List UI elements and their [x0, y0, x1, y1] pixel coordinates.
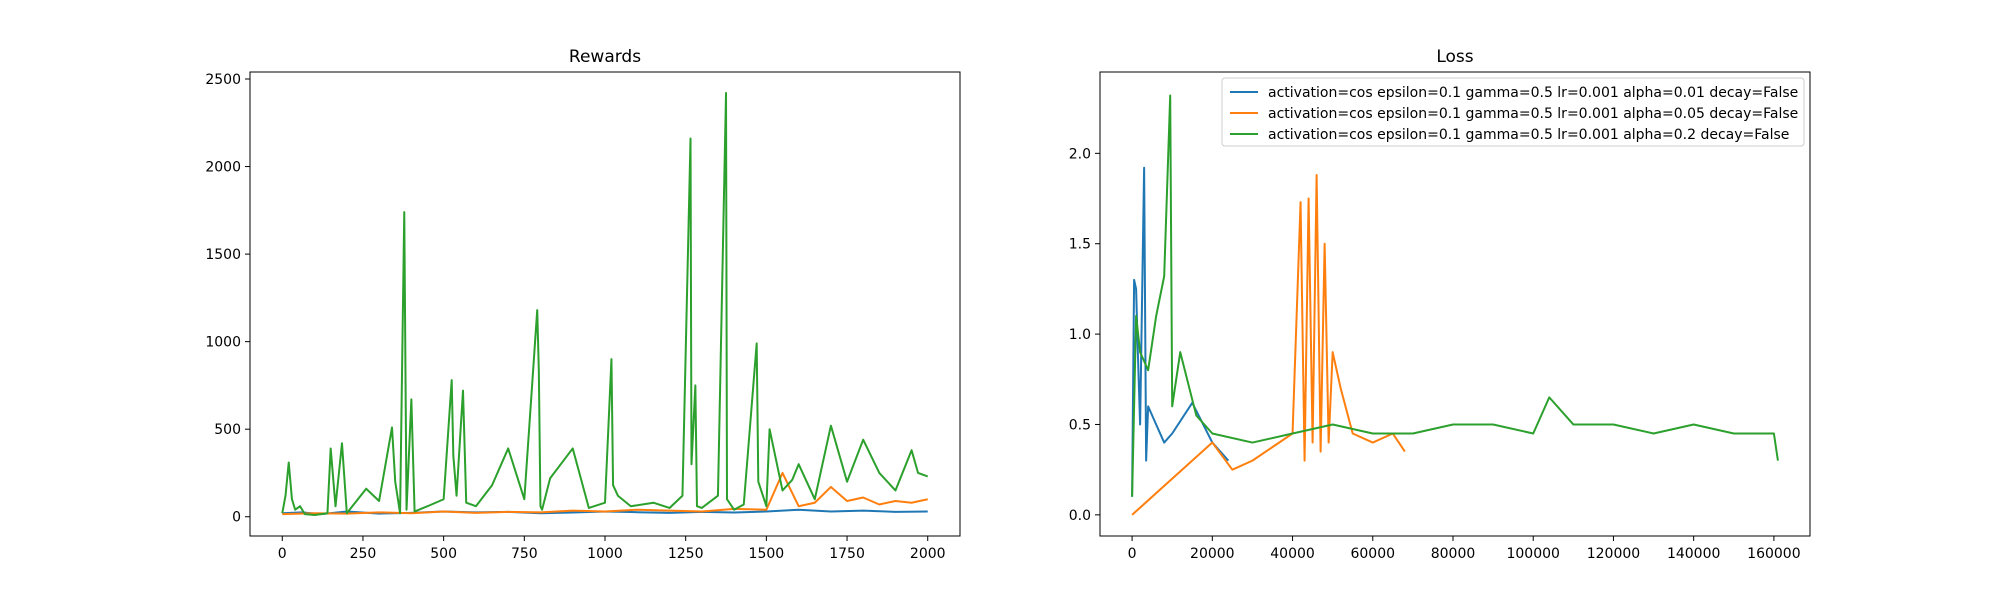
loss-x-tick-label: 140000 — [1667, 546, 1720, 562]
rewards-y-tick-label: 500 — [214, 422, 241, 438]
loss-x-tick-label: 0 — [1128, 546, 1137, 562]
loss-x-tick-label: 40000 — [1270, 546, 1315, 562]
loss-y-tick-label: 0.0 — [1069, 508, 1091, 524]
loss-chart: Loss 0 20000 40000 60000 80000 100000 120000 14… — [1069, 47, 1811, 562]
loss-series-blue-line — [1131, 166, 1230, 497]
rewards-x-tick-label: 250 — [350, 546, 377, 562]
rewards-x-tick-label: 1250 — [668, 546, 704, 562]
loss-x-tick-label: 80000 — [1431, 546, 1476, 562]
rewards-x-tick-label: 1750 — [829, 546, 865, 562]
rewards-series-green-line — [281, 92, 929, 516]
loss-y-tick-label: 1.0 — [1069, 327, 1091, 343]
loss-legend-box — [1221, 77, 1805, 147]
loss-chart-title: Loss — [1436, 47, 1473, 67]
loss-legend: activation=cos epsilon=0.1 gamma=0.5 lr=… — [1221, 77, 1805, 147]
rewards-y-tick-label: 1500 — [205, 247, 241, 263]
rewards-x-tick-label: 0 — [278, 546, 287, 562]
rewards-x-tick-label: 1000 — [587, 546, 623, 562]
loss-x-tick-label: 60000 — [1350, 546, 1395, 562]
loss-x-tick-label: 160000 — [1747, 546, 1800, 562]
rewards-chart-title: Rewards — [569, 47, 641, 67]
rewards-x-tick-label: 750 — [511, 546, 538, 562]
rewards-x-tick-label: 1500 — [749, 546, 785, 562]
rewards-x-tick-label: 2000 — [910, 546, 946, 562]
loss-x-tick-label: 120000 — [1587, 546, 1640, 562]
rewards-y-tick-label: 2000 — [205, 160, 241, 176]
loss-x-tick-label: 100000 — [1506, 546, 1559, 562]
loss-legend-label-blue: activation=cos epsilon=0.1 gamma=0.5 lr=… — [1268, 85, 1798, 101]
loss-series-orange-line — [1131, 174, 1406, 516]
loss-legend-label-orange: activation=cos epsilon=0.1 gamma=0.5 lr=… — [1268, 106, 1798, 122]
rewards-chart: Rewards 0 250 500 750 1000 1250 1500 1750 2000 0 5… — [205, 47, 961, 562]
rewards-x-tick-label: 500 — [430, 546, 457, 562]
loss-series-green-line — [1131, 94, 1779, 497]
rewards-y-tick-label: 0 — [232, 510, 241, 526]
loss-y-tick-label: 1.5 — [1069, 237, 1091, 253]
rewards-y-tick-label: 1000 — [205, 335, 241, 351]
loss-plot-frame — [1099, 71, 1811, 537]
rewards-series-orange-line — [282, 471, 928, 516]
rewards-y-tick-label: 2500 — [205, 72, 241, 88]
loss-y-tick-label: 2.0 — [1069, 146, 1091, 162]
loss-legend-label-green: activation=cos epsilon=0.1 gamma=0.5 lr=… — [1268, 127, 1789, 143]
loss-x-tick-label: 20000 — [1190, 546, 1235, 562]
loss-y-tick-label: 0.5 — [1069, 417, 1091, 433]
